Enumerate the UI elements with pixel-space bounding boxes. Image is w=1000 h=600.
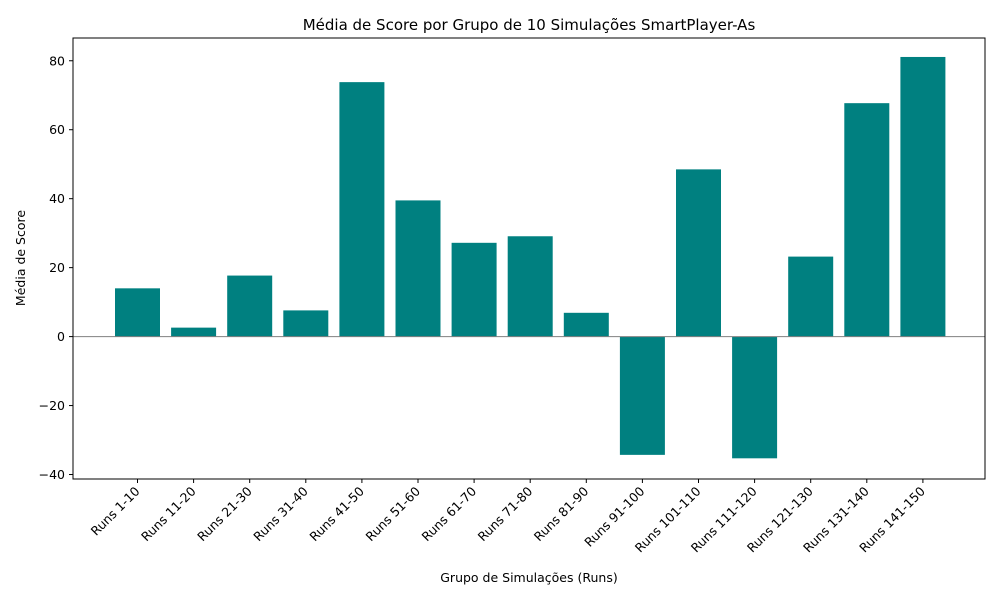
bar-5 <box>339 82 385 337</box>
x-tick-label: Runs 71-80 <box>475 483 536 544</box>
y-axis-label: Média de Score <box>13 210 28 306</box>
y-axis-ticks: −40 −20 0 20 40 60 80 <box>39 53 73 482</box>
x-tick-label: Runs 41-50 <box>306 483 367 544</box>
x-tick-label: Runs 61-70 <box>419 483 480 544</box>
bar-11 <box>676 169 721 337</box>
x-tick-label: Runs 31-40 <box>250 483 311 544</box>
bar-13 <box>788 256 834 337</box>
bar-1 <box>115 288 160 337</box>
bar-12 <box>732 336 778 459</box>
bar-14 <box>844 103 890 337</box>
y-tick-label: 20 <box>49 260 65 275</box>
x-tick-label: Runs 81-90 <box>531 483 592 544</box>
bars <box>115 56 946 459</box>
x-tick-label: Runs 11-20 <box>138 483 199 544</box>
bar-10 <box>619 336 665 455</box>
bar-8 <box>507 236 553 337</box>
plot-frame <box>72 37 986 480</box>
y-tick-label: 0 <box>57 329 65 344</box>
bar-6 <box>395 200 441 337</box>
bar-2 <box>171 327 217 337</box>
y-tick-label: −40 <box>39 467 65 482</box>
y-tick-label: 80 <box>49 53 65 68</box>
bar-9 <box>563 312 609 337</box>
y-tick-label: −20 <box>39 398 65 413</box>
x-tick-label: Runs 1-10 <box>88 483 143 538</box>
bar-4 <box>283 310 329 337</box>
y-tick-label: 40 <box>49 191 65 206</box>
chart-title: Média de Score por Grupo de 10 Simulaçõe… <box>303 16 756 34</box>
bar-15 <box>900 56 946 337</box>
bar-7 <box>451 242 497 337</box>
x-tick-label: Runs 51-60 <box>362 483 423 544</box>
bar-3 <box>227 275 273 337</box>
y-tick-label: 60 <box>49 122 65 137</box>
x-tick-label: Runs 21-30 <box>194 483 255 544</box>
x-axis-label: Grupo de Simulações (Runs) <box>440 570 617 585</box>
